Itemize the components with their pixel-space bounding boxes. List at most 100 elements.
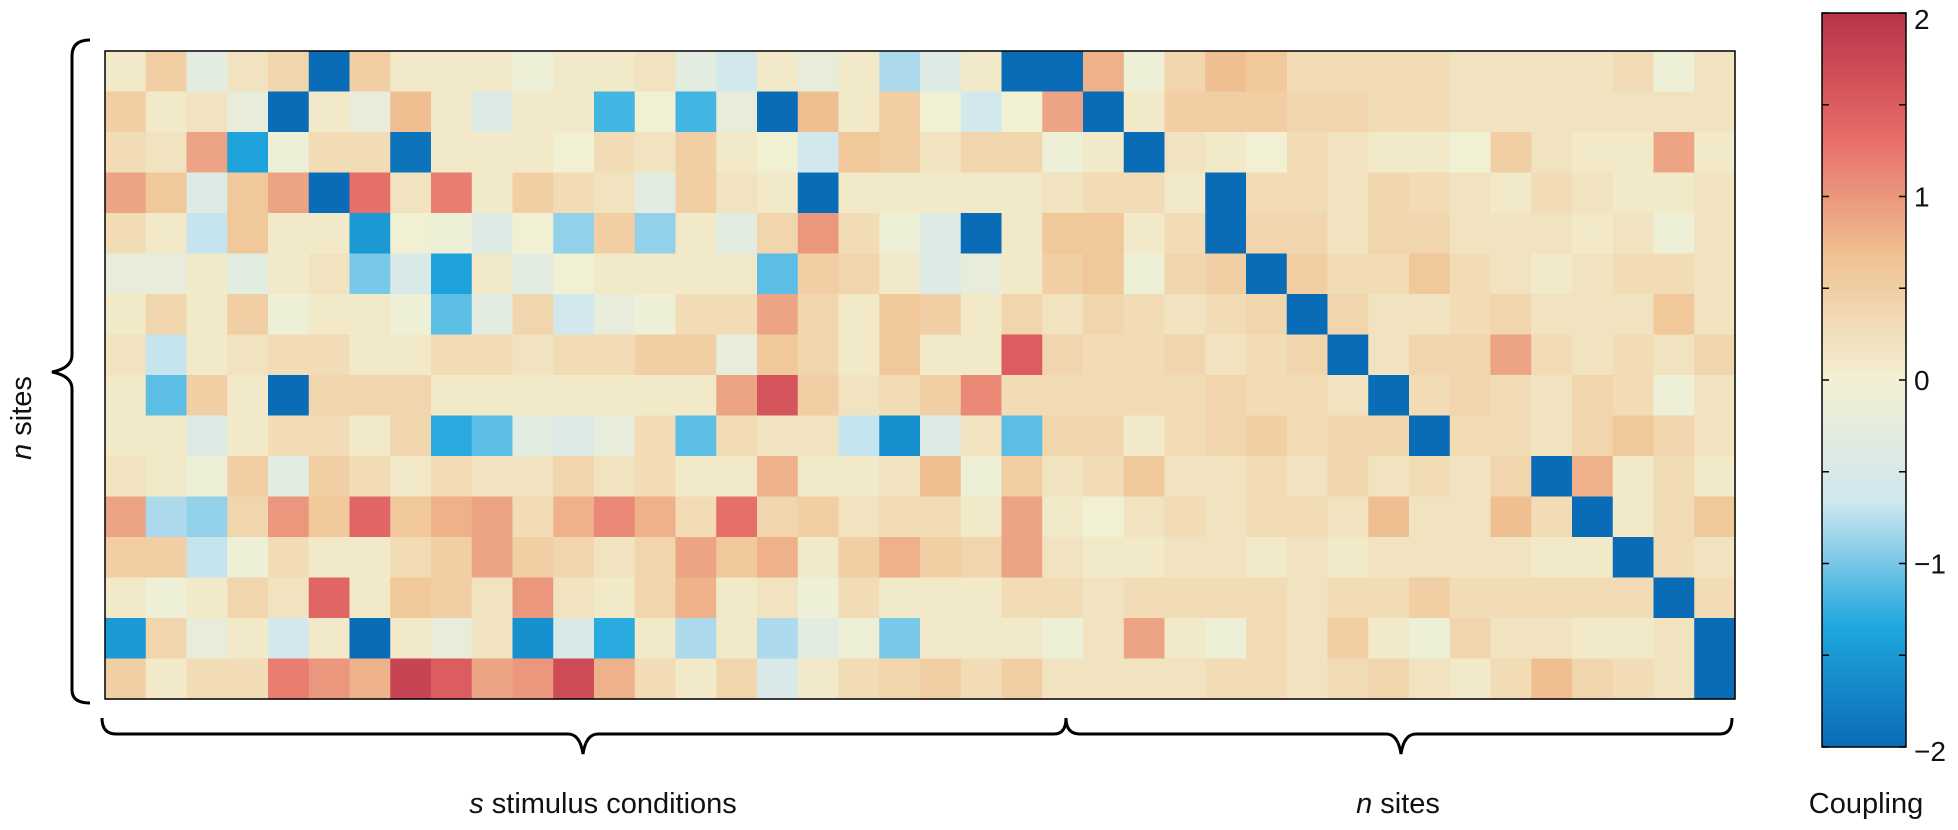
heatmap-cell bbox=[1572, 658, 1614, 700]
heatmap-cell bbox=[797, 375, 840, 417]
heatmap-cell bbox=[471, 51, 514, 93]
heatmap-cell bbox=[227, 577, 269, 619]
heatmap-cell bbox=[390, 334, 432, 376]
heatmap-cell bbox=[716, 375, 758, 417]
heatmap-cell bbox=[145, 294, 188, 336]
heatmap-cell bbox=[920, 537, 962, 579]
heatmap-cell bbox=[1409, 172, 1451, 214]
heatmap-cell bbox=[1001, 132, 1043, 174]
heatmap-cell bbox=[757, 91, 799, 133]
heatmap-cell bbox=[512, 253, 554, 295]
heatmap-cell bbox=[634, 658, 677, 700]
heatmap-cell bbox=[1164, 91, 1206, 133]
heatmap-cell bbox=[634, 213, 677, 255]
heatmap-cell bbox=[1327, 132, 1369, 174]
heatmap-cell bbox=[960, 375, 1003, 417]
heatmap-cell bbox=[308, 253, 351, 295]
heatmap-cell bbox=[1001, 577, 1043, 619]
heatmap-cell bbox=[553, 618, 595, 660]
left-brace bbox=[51, 38, 91, 705]
heatmap-cell bbox=[1449, 334, 1492, 376]
heatmap-cell bbox=[1409, 91, 1451, 133]
heatmap-cell bbox=[1490, 415, 1532, 457]
heatmap-cell bbox=[553, 294, 595, 336]
heatmap-cell bbox=[1531, 213, 1573, 255]
heatmap-cell bbox=[1694, 496, 1736, 538]
heatmap-cell bbox=[1327, 253, 1369, 295]
heatmap-cell bbox=[105, 91, 147, 133]
heatmap-cell bbox=[797, 537, 840, 579]
heatmap-cell bbox=[1368, 91, 1410, 133]
sites-brace bbox=[1064, 717, 1734, 755]
heatmap-cell bbox=[1409, 294, 1451, 336]
heatmap-cell bbox=[1572, 213, 1614, 255]
heatmap-cell bbox=[838, 496, 880, 538]
heatmap-cell bbox=[1123, 172, 1166, 214]
heatmap-cell bbox=[553, 375, 595, 417]
heatmap-cell bbox=[716, 51, 758, 93]
heatmap-cell bbox=[1123, 415, 1166, 457]
heatmap-cell bbox=[349, 91, 391, 133]
heatmap-cell bbox=[186, 51, 228, 93]
heatmap-cell bbox=[105, 577, 147, 619]
heatmap-cell bbox=[594, 294, 636, 336]
heatmap-cell bbox=[1490, 172, 1532, 214]
heatmap-cell bbox=[594, 375, 636, 417]
heatmap-cell bbox=[716, 496, 758, 538]
heatmap-cell bbox=[1612, 456, 1655, 498]
heatmap-cell bbox=[634, 415, 677, 457]
heatmap-cell bbox=[1123, 132, 1166, 174]
heatmap-cell bbox=[268, 537, 310, 579]
heatmap-cell bbox=[1001, 537, 1043, 579]
heatmap-cell bbox=[757, 334, 799, 376]
heatmap-cell bbox=[431, 537, 473, 579]
heatmap-cell bbox=[1694, 294, 1736, 336]
heatmap-cell bbox=[471, 253, 514, 295]
heatmap-cell bbox=[675, 618, 717, 660]
heatmap-cell bbox=[1123, 91, 1166, 133]
heatmap-cell bbox=[1327, 537, 1369, 579]
colorbar-tick-label: 0 bbox=[1914, 365, 1930, 396]
heatmap-cell bbox=[471, 375, 514, 417]
heatmap-cell bbox=[675, 415, 717, 457]
heatmap-cell bbox=[716, 577, 758, 619]
heatmap-cell bbox=[1572, 456, 1614, 498]
heatmap-cell bbox=[960, 577, 1003, 619]
heatmap-cell bbox=[186, 334, 228, 376]
heatmap-cell bbox=[634, 172, 677, 214]
heatmap-cell bbox=[1612, 253, 1655, 295]
heatmap-cell bbox=[757, 537, 799, 579]
heatmap-cell bbox=[1612, 334, 1655, 376]
heatmap-cell bbox=[471, 132, 514, 174]
sites-label-text: sites bbox=[1372, 788, 1440, 820]
heatmap-cell bbox=[186, 253, 228, 295]
heatmap-cell bbox=[1694, 253, 1736, 295]
heatmap-cell bbox=[512, 334, 554, 376]
heatmap-cell bbox=[1205, 51, 1247, 93]
heatmap-cell bbox=[268, 172, 310, 214]
heatmap-cell bbox=[960, 213, 1003, 255]
heatmap-cell bbox=[308, 334, 351, 376]
heatmap-cell bbox=[1653, 253, 1695, 295]
heatmap-cell bbox=[1490, 618, 1532, 660]
heatmap-cell bbox=[1123, 496, 1166, 538]
heatmap-cell bbox=[1205, 456, 1247, 498]
heatmap-cell bbox=[1205, 294, 1247, 336]
heatmap-cell bbox=[1612, 658, 1655, 700]
heatmap-cell bbox=[227, 496, 269, 538]
heatmap-cell bbox=[675, 91, 717, 133]
heatmap-cell bbox=[879, 496, 921, 538]
heatmap-cell bbox=[1572, 577, 1614, 619]
heatmap-cell bbox=[1612, 537, 1655, 579]
stimulus-conditions-label: s stimulus conditions bbox=[469, 788, 737, 820]
heatmap-cell bbox=[1612, 294, 1655, 336]
heatmap-cell bbox=[1694, 51, 1736, 93]
heatmap-cell bbox=[675, 172, 717, 214]
heatmap-cell bbox=[512, 415, 554, 457]
heatmap-cell bbox=[879, 577, 921, 619]
heatmap-cell bbox=[716, 658, 758, 700]
heatmap-cell bbox=[1246, 618, 1288, 660]
heatmap-cell bbox=[1001, 496, 1043, 538]
colorbar-ticks: 2 1 0 −1 −2 bbox=[1822, 4, 1946, 767]
heatmap-cell bbox=[1368, 334, 1410, 376]
